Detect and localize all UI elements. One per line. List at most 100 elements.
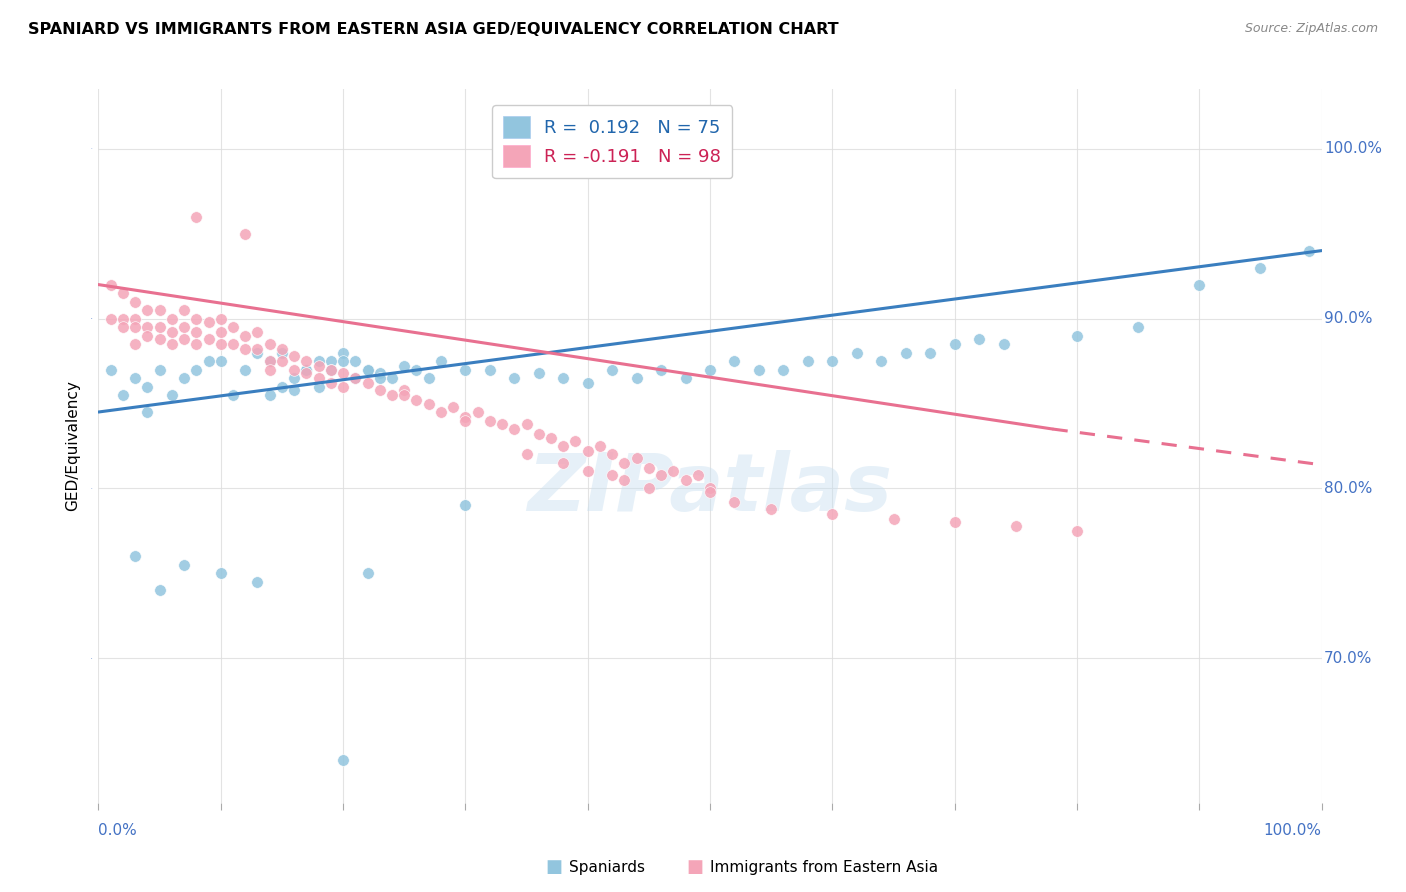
- Point: [600, 362, 623, 376]
- Point: [650, 467, 672, 482]
- Point: [111, 286, 134, 301]
- Point: [149, 332, 172, 346]
- Point: [319, 354, 342, 368]
- Point: [295, 354, 318, 368]
- Point: [246, 574, 269, 589]
- Point: [1004, 519, 1026, 533]
- Point: [233, 342, 256, 356]
- Point: [430, 405, 453, 419]
- Point: [368, 371, 391, 385]
- Point: [454, 410, 477, 425]
- Point: [233, 227, 256, 241]
- Point: [160, 311, 183, 326]
- Point: [209, 566, 232, 581]
- Point: [173, 303, 195, 318]
- Point: [613, 456, 636, 470]
- Point: [173, 332, 195, 346]
- Point: [491, 417, 513, 431]
- Point: [797, 354, 820, 368]
- Point: [100, 277, 122, 292]
- Point: [613, 473, 636, 487]
- Point: [418, 396, 440, 410]
- Point: [100, 311, 122, 326]
- Point: [259, 388, 281, 402]
- Text: ■: ■: [546, 858, 562, 876]
- Point: [124, 311, 146, 326]
- Point: [173, 371, 195, 385]
- Point: [478, 413, 501, 427]
- Point: [405, 393, 427, 408]
- Point: [454, 362, 477, 376]
- Point: [295, 362, 318, 376]
- Text: 90.0%: 90.0%: [1324, 311, 1372, 326]
- Point: [637, 461, 661, 475]
- Point: [283, 371, 305, 385]
- Point: [233, 362, 256, 376]
- Point: [576, 465, 599, 479]
- Point: [332, 345, 354, 359]
- Point: [332, 354, 354, 368]
- Point: [259, 354, 281, 368]
- Point: [589, 439, 612, 453]
- Point: [319, 362, 342, 376]
- Point: [124, 337, 146, 351]
- Point: [344, 371, 367, 385]
- Point: [761, 501, 783, 516]
- Text: ■: ■: [686, 858, 703, 876]
- Point: [149, 583, 172, 598]
- Point: [308, 371, 330, 385]
- Point: [723, 354, 745, 368]
- Point: [283, 349, 305, 363]
- Point: [478, 362, 501, 376]
- Point: [270, 354, 294, 368]
- Point: [149, 320, 172, 334]
- Point: [209, 311, 232, 326]
- Point: [283, 362, 305, 376]
- Text: Immigrants from Eastern Asia: Immigrants from Eastern Asia: [710, 860, 938, 874]
- Point: [699, 484, 721, 499]
- Point: [626, 371, 648, 385]
- Point: [1066, 524, 1088, 538]
- Point: [467, 405, 489, 419]
- Point: [136, 320, 159, 334]
- Point: [124, 320, 146, 334]
- Point: [662, 465, 685, 479]
- Point: [515, 448, 537, 462]
- Point: [576, 444, 599, 458]
- Point: [943, 516, 966, 530]
- Point: [686, 467, 709, 482]
- Point: [503, 422, 526, 436]
- Point: [870, 354, 893, 368]
- Point: [699, 482, 721, 496]
- Point: [233, 328, 256, 343]
- Text: 80.0%: 80.0%: [1324, 481, 1372, 496]
- Point: [553, 456, 575, 470]
- Point: [418, 371, 440, 385]
- Point: [222, 337, 245, 351]
- Point: [149, 303, 172, 318]
- Point: [527, 366, 550, 380]
- Point: [259, 362, 281, 376]
- Point: [246, 342, 269, 356]
- Point: [160, 325, 183, 339]
- Point: [1249, 260, 1271, 275]
- Point: [136, 405, 159, 419]
- Point: [564, 434, 586, 448]
- Point: [356, 362, 378, 376]
- Point: [650, 362, 672, 376]
- Point: [381, 388, 404, 402]
- Point: [246, 325, 269, 339]
- Text: 0.0%: 0.0%: [98, 823, 138, 838]
- Point: [883, 512, 905, 526]
- Point: [430, 354, 453, 368]
- Point: [723, 495, 745, 509]
- Point: [124, 294, 146, 309]
- Point: [637, 482, 661, 496]
- Point: [186, 325, 208, 339]
- Point: [894, 345, 917, 359]
- Point: [368, 366, 391, 380]
- Point: [295, 366, 318, 380]
- Point: [186, 210, 208, 224]
- Text: 100.0%: 100.0%: [1324, 141, 1382, 156]
- Point: [675, 371, 697, 385]
